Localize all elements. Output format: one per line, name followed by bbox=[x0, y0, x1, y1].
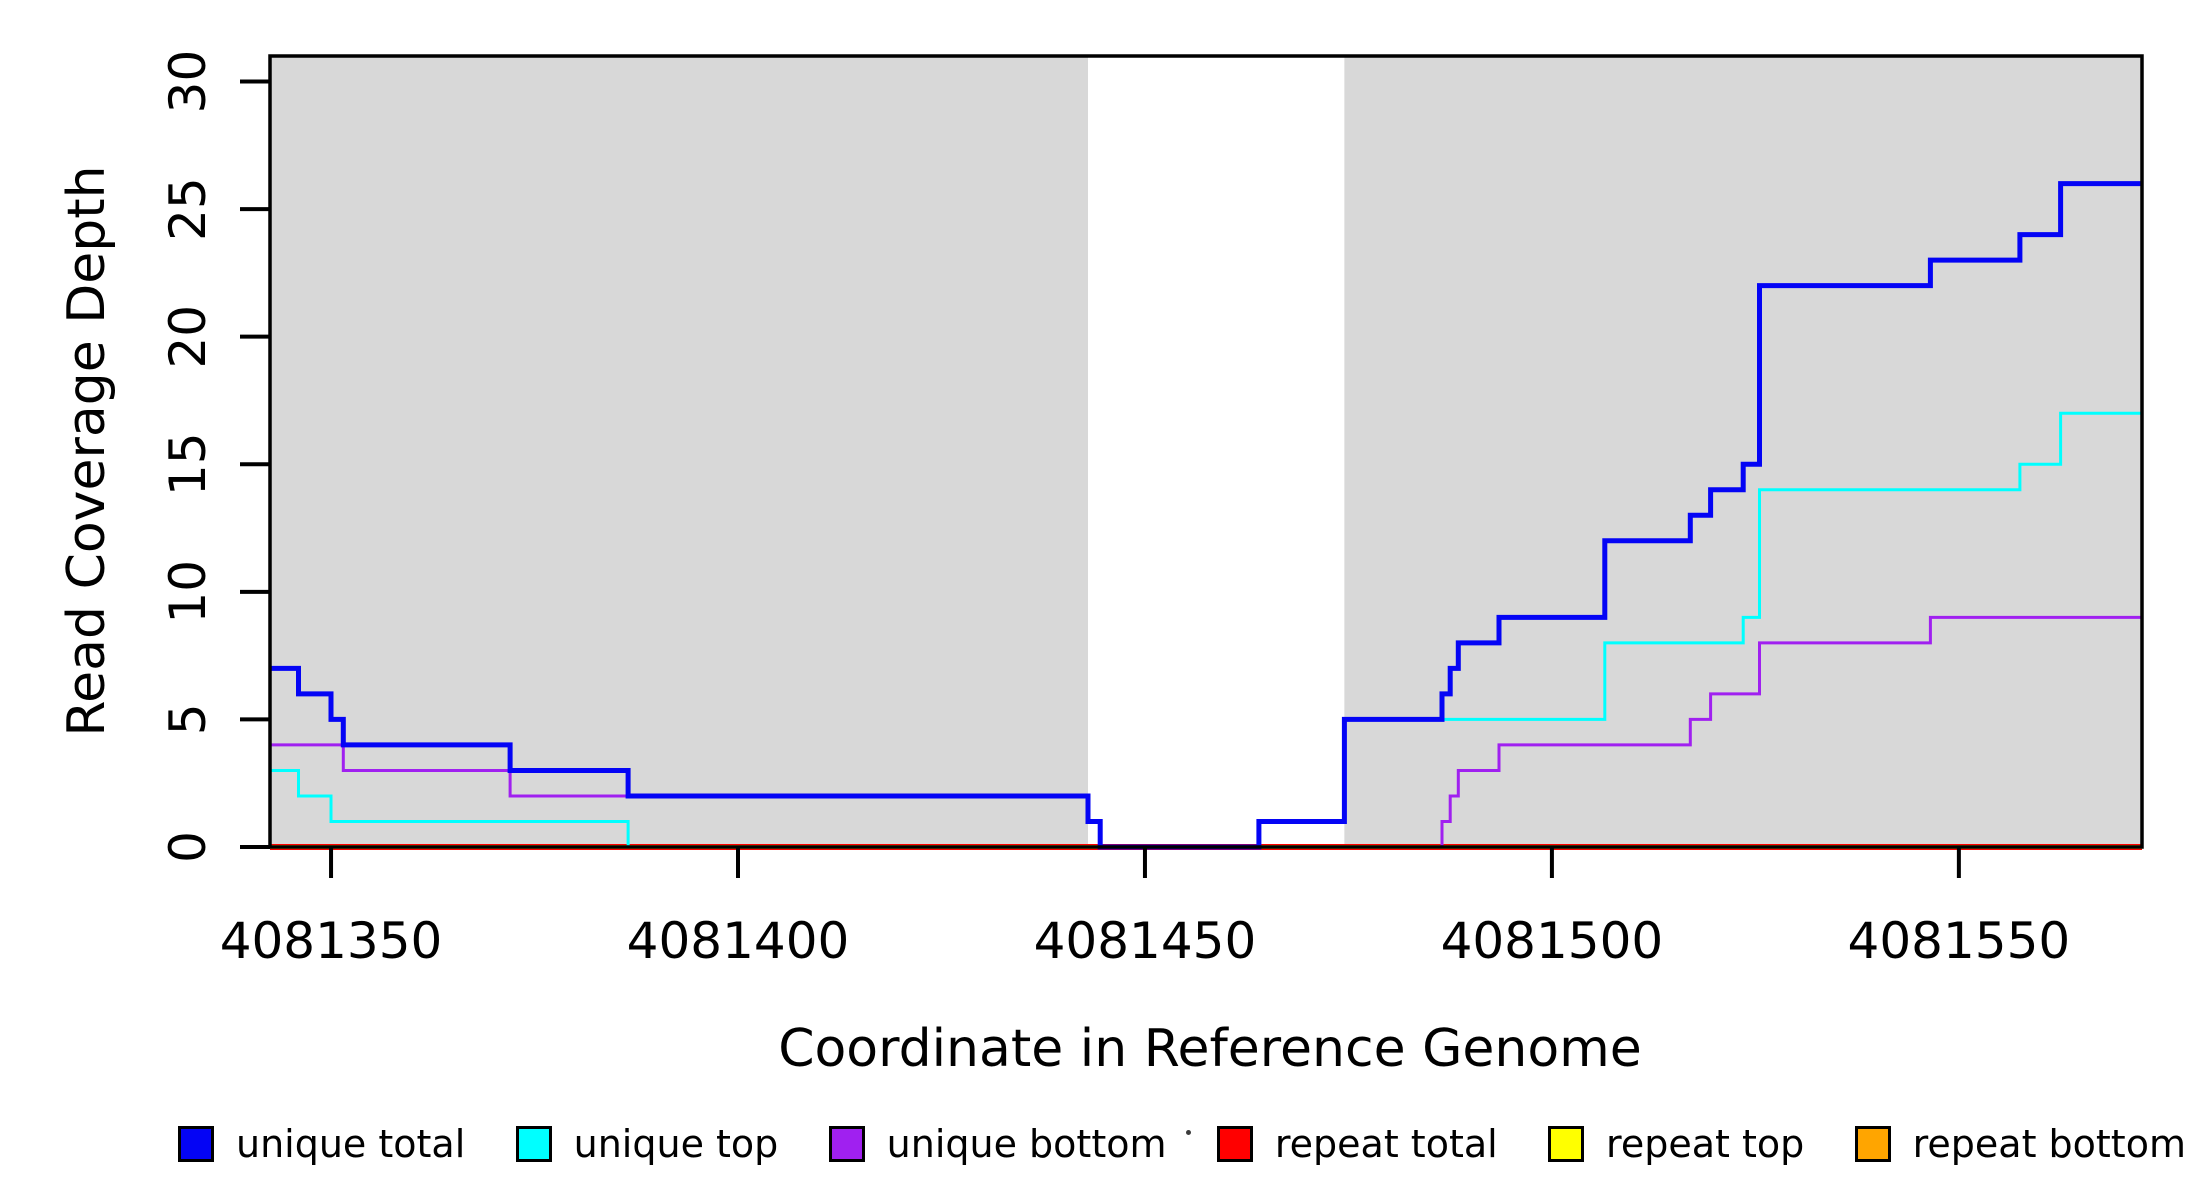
shaded-region-right bbox=[1344, 56, 2142, 847]
x-tick-label: 4081400 bbox=[627, 912, 850, 970]
x-tick-label: 4081450 bbox=[1034, 912, 1257, 970]
y-tick-label: 20 bbox=[159, 305, 217, 369]
y-axis-title: Read Coverage Depth bbox=[57, 165, 117, 736]
plot-box bbox=[268, 54, 2144, 849]
shaded-region-left bbox=[270, 56, 1088, 847]
x-tick-label: 4081500 bbox=[1441, 912, 1664, 970]
legend-label: unique bottom bbox=[886, 1122, 1167, 1166]
stray-dot bbox=[1186, 1130, 1191, 1135]
y-tick-label: 25 bbox=[159, 177, 217, 241]
unique-top-swatch-icon bbox=[515, 1126, 552, 1162]
y-tick-label: 10 bbox=[159, 560, 217, 624]
series-line-unique-top bbox=[270, 411, 2142, 849]
legend-label: unique total bbox=[236, 1122, 466, 1166]
legend-item-unique-top: unique top bbox=[515, 1122, 779, 1166]
x-axis-title: Coordinate in Reference Genome bbox=[778, 1019, 1642, 1079]
x-tick-label: 4081550 bbox=[1848, 912, 2071, 970]
legend-label: repeat bottom bbox=[1912, 1122, 2186, 1166]
unique-bottom-swatch-icon bbox=[828, 1126, 865, 1162]
legend: unique total unique top unique bottom repea… bbox=[178, 1116, 2186, 1172]
unique-total-swatch-icon bbox=[178, 1126, 214, 1162]
x-tick-label: 4081350 bbox=[220, 912, 443, 970]
legend-item-repeat-total: repeat total bbox=[1216, 1122, 1498, 1166]
legend-label: repeat total bbox=[1274, 1122, 1498, 1166]
y-tick-label: 30 bbox=[159, 50, 217, 114]
series-line-unique-bottom bbox=[270, 615, 2142, 849]
legend-item-unique-bottom: unique bottom bbox=[828, 1122, 1167, 1166]
y-tick-label: 0 bbox=[159, 831, 217, 863]
plot-dynamic-layer: 4081350 4081400 4081450 4081500 4081550 0 5 10 1… bbox=[159, 50, 2144, 970]
repeat-bottom-swatch-icon bbox=[1854, 1126, 1891, 1162]
y-tick-label: 5 bbox=[159, 703, 217, 735]
y-tick-label: 15 bbox=[159, 432, 217, 496]
repeat-total-swatch-icon bbox=[1216, 1126, 1253, 1162]
series-line-unique-total bbox=[270, 181, 2142, 850]
legend-item-repeat-bottom: repeat bottom bbox=[1854, 1122, 2186, 1166]
legend-item-unique-total: unique total bbox=[178, 1122, 465, 1166]
legend-label: repeat top bbox=[1606, 1122, 1805, 1166]
legend-label: unique top bbox=[573, 1122, 779, 1166]
repeat-top-swatch-icon bbox=[1548, 1126, 1585, 1162]
legend-item-repeat-top: repeat top bbox=[1548, 1122, 1804, 1166]
